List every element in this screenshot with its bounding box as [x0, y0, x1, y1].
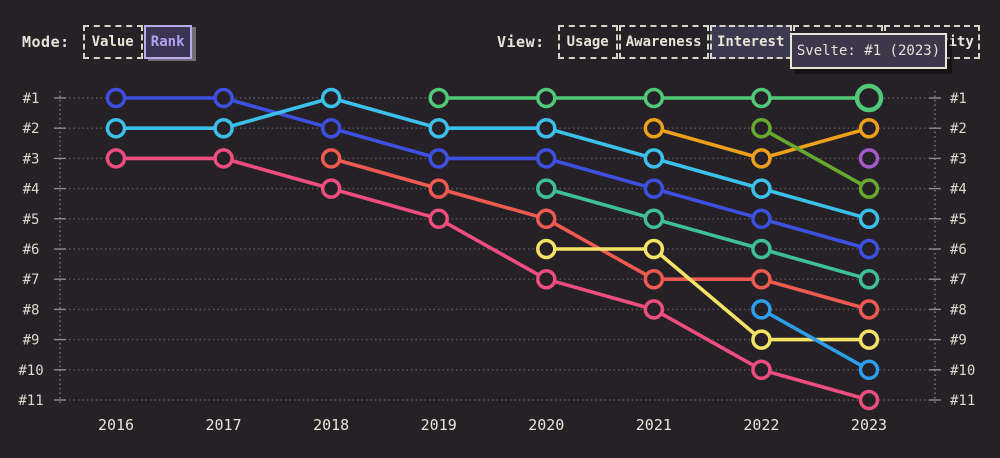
- data-point-cyan[interactable]: [320, 87, 342, 109]
- data-point-pink[interactable]: [213, 148, 234, 169]
- data-point-cyan[interactable]: [105, 117, 127, 139]
- data-point-olive-green[interactable]: [858, 178, 880, 199]
- right-rank-label: #10: [950, 363, 975, 379]
- data-point-teal[interactable]: [536, 178, 557, 199]
- left-rank-label: #6: [23, 242, 40, 258]
- data-point-pink[interactable]: [643, 299, 665, 320]
- right-rank-label: #8: [950, 302, 967, 318]
- data-point-blue[interactable]: [751, 208, 772, 230]
- data-point-yellow[interactable]: [751, 329, 772, 350]
- data-point-cyan[interactable]: [213, 117, 234, 139]
- data-point-teal[interactable]: [643, 208, 665, 230]
- data-point-red-orange[interactable]: [428, 178, 449, 199]
- data-point-cyan[interactable]: [858, 208, 880, 230]
- data-point-svelte-green[interactable]: [643, 87, 665, 109]
- mode-toggle-group: Mode: Value Rank: [22, 25, 192, 59]
- tooltip-text: Svelte: #1 (2023): [796, 43, 941, 59]
- data-point-svelte-green[interactable]: [751, 87, 772, 109]
- data-point-blue[interactable]: [536, 148, 557, 169]
- chart-tooltip: Svelte: #1 (2023): [790, 33, 947, 69]
- right-rank-label: #3: [950, 151, 967, 167]
- view-label: View:: [497, 33, 545, 51]
- data-point-blue[interactable]: [213, 87, 234, 109]
- series-line-red-orange: [329, 156, 871, 312]
- data-point-cyan[interactable]: [751, 178, 772, 199]
- left-rank-label: #9: [23, 333, 40, 349]
- data-point-amber[interactable]: [643, 117, 665, 139]
- data-point-amber[interactable]: [858, 117, 880, 139]
- data-point-teal[interactable]: [751, 238, 772, 260]
- data-point-blue[interactable]: [428, 148, 449, 169]
- right-rank-label: #1: [950, 91, 967, 107]
- left-rank-label: #4: [23, 182, 40, 198]
- data-point-light-blue[interactable]: [751, 299, 772, 320]
- data-point-purple[interactable]: [858, 148, 880, 169]
- left-rank-label: #11: [18, 393, 43, 409]
- data-point-pink[interactable]: [320, 178, 342, 199]
- data-point-cyan[interactable]: [643, 148, 665, 169]
- data-point-red-orange[interactable]: [536, 208, 557, 230]
- data-point-red-orange[interactable]: [858, 299, 880, 320]
- left-rank-label: #1: [23, 91, 40, 107]
- series-line-olive-green: [759, 126, 871, 191]
- x-axis-year-label: 2020: [528, 416, 564, 434]
- x-axis-year-label: 2017: [206, 416, 242, 434]
- series-line-blue: [114, 96, 871, 251]
- view-option-usage[interactable]: Usage: [557, 25, 618, 59]
- data-point-teal[interactable]: [858, 268, 880, 290]
- x-axis-year-label: 2023: [851, 416, 887, 434]
- right-rank-label: #4: [950, 182, 967, 198]
- highlighted-data-point-svelte-green[interactable]: [854, 83, 884, 113]
- data-point-red-orange[interactable]: [320, 148, 342, 169]
- mode-label: Mode:: [22, 33, 70, 51]
- data-point-blue[interactable]: [105, 87, 127, 109]
- data-point-yellow[interactable]: [643, 238, 665, 260]
- right-rank-label: #7: [950, 272, 967, 288]
- series-line-pink: [114, 156, 871, 402]
- data-point-pink[interactable]: [428, 208, 449, 230]
- data-point-pink[interactable]: [105, 148, 127, 169]
- left-rank-label: #5: [23, 212, 40, 228]
- data-point-amber[interactable]: [751, 148, 772, 169]
- data-point-cyan[interactable]: [536, 117, 557, 139]
- left-rank-label: #10: [18, 363, 43, 379]
- data-point-pink[interactable]: [536, 268, 557, 290]
- right-rank-label: #2: [950, 121, 967, 137]
- data-point-yellow[interactable]: [858, 329, 880, 350]
- data-point-pink[interactable]: [858, 389, 880, 411]
- view-option-awareness[interactable]: Awareness: [618, 25, 709, 59]
- x-axis-year-label: 2018: [313, 416, 349, 434]
- left-rank-label: #3: [23, 151, 40, 167]
- left-rank-label: #8: [23, 302, 40, 318]
- mode-option-value[interactable]: Value: [82, 25, 143, 59]
- data-point-cyan[interactable]: [428, 117, 449, 139]
- data-point-red-orange[interactable]: [751, 268, 772, 290]
- mode-option-rank[interactable]: Rank: [143, 25, 192, 59]
- series-line-light-blue: [759, 307, 871, 372]
- data-point-blue[interactable]: [643, 178, 665, 199]
- x-axis-year-label: 2022: [743, 416, 779, 434]
- right-rank-label: #11: [950, 393, 975, 409]
- series-line-teal: [544, 186, 871, 281]
- data-point-olive-green[interactable]: [751, 117, 772, 139]
- right-rank-label: #9: [950, 333, 967, 349]
- data-point-pink[interactable]: [751, 359, 772, 381]
- data-point-red-orange[interactable]: [643, 268, 665, 290]
- data-point-svelte-green[interactable]: [536, 87, 557, 109]
- data-point-blue[interactable]: [320, 117, 342, 139]
- x-axis-year-label: 2019: [421, 416, 457, 434]
- data-point-blue[interactable]: [858, 238, 880, 260]
- x-axis-year-label: 2016: [98, 416, 134, 434]
- data-point-svelte-green[interactable]: [428, 87, 449, 109]
- data-point-light-blue[interactable]: [858, 359, 880, 381]
- series-line-cyan: [114, 96, 871, 221]
- left-rank-label: #7: [23, 272, 40, 288]
- right-rank-label: #5: [950, 212, 967, 228]
- right-rank-label: #6: [950, 242, 967, 258]
- left-rank-label: #2: [23, 121, 40, 137]
- x-axis-year-label: 2021: [636, 416, 672, 434]
- data-point-yellow[interactable]: [536, 238, 557, 260]
